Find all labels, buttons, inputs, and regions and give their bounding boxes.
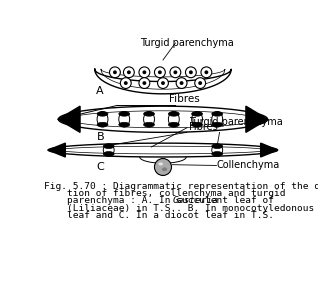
Text: parenchyma : A. In succulent leaf of: parenchyma : A. In succulent leaf of (44, 196, 280, 205)
Text: tion of fibres, collenchyma and turgid: tion of fibres, collenchyma and turgid (44, 189, 285, 198)
Circle shape (123, 67, 134, 78)
Text: leaf and C. In a diocot leaf in T.S.: leaf and C. In a diocot leaf in T.S. (44, 211, 273, 220)
Ellipse shape (212, 111, 223, 116)
Ellipse shape (144, 122, 155, 127)
Circle shape (157, 78, 169, 88)
Ellipse shape (119, 111, 130, 127)
Text: B: B (96, 132, 104, 142)
Circle shape (155, 158, 171, 175)
Text: Turgid parenchyma: Turgid parenchyma (140, 38, 234, 48)
Ellipse shape (119, 122, 130, 127)
Circle shape (176, 78, 187, 88)
Circle shape (195, 78, 206, 88)
Circle shape (161, 81, 165, 85)
Polygon shape (261, 143, 278, 157)
Circle shape (170, 67, 181, 78)
Circle shape (180, 81, 183, 85)
Ellipse shape (103, 144, 114, 156)
Text: Fig. 5.70 : Diagrammatic representation of the distribu-: Fig. 5.70 : Diagrammatic representation … (44, 182, 318, 191)
Polygon shape (58, 106, 80, 132)
Text: C: C (96, 162, 104, 173)
Circle shape (124, 81, 128, 85)
Circle shape (127, 70, 131, 74)
Text: Collenchyma: Collenchyma (217, 160, 280, 170)
Circle shape (201, 67, 212, 78)
Circle shape (142, 70, 146, 74)
Text: Turgid parenchyma: Turgid parenchyma (189, 117, 282, 127)
Ellipse shape (158, 162, 163, 166)
Ellipse shape (192, 111, 203, 127)
Circle shape (120, 78, 131, 88)
Ellipse shape (212, 122, 223, 127)
Polygon shape (58, 106, 268, 132)
Circle shape (198, 81, 202, 85)
Ellipse shape (162, 167, 167, 171)
Ellipse shape (169, 111, 179, 116)
Ellipse shape (212, 144, 223, 156)
Ellipse shape (103, 144, 114, 149)
Polygon shape (48, 143, 278, 157)
Polygon shape (246, 106, 268, 132)
Ellipse shape (119, 111, 130, 116)
Ellipse shape (144, 111, 155, 127)
Circle shape (113, 70, 117, 74)
Ellipse shape (212, 144, 223, 149)
Ellipse shape (97, 111, 108, 127)
Circle shape (139, 78, 150, 88)
Polygon shape (48, 143, 65, 157)
Ellipse shape (192, 111, 203, 116)
Ellipse shape (103, 151, 114, 156)
Ellipse shape (144, 111, 155, 116)
Text: (Liliaceae) in T.S.. B. In monocotyledonous: (Liliaceae) in T.S.. B. In monocotyledon… (44, 204, 314, 213)
Ellipse shape (212, 111, 223, 127)
Ellipse shape (192, 122, 203, 127)
Polygon shape (95, 69, 231, 94)
Circle shape (109, 67, 120, 78)
Ellipse shape (212, 151, 223, 156)
Ellipse shape (97, 111, 108, 116)
Circle shape (185, 67, 196, 78)
Circle shape (142, 81, 146, 85)
Text: Gasteria: Gasteria (172, 196, 218, 205)
Circle shape (158, 70, 162, 74)
Text: A: A (96, 86, 104, 96)
Circle shape (139, 67, 150, 78)
Text: Fibres: Fibres (189, 122, 217, 132)
Text: Fibres: Fibres (169, 94, 199, 104)
Circle shape (173, 70, 177, 74)
Ellipse shape (97, 122, 108, 127)
Ellipse shape (169, 122, 179, 127)
Circle shape (189, 70, 193, 74)
Circle shape (204, 70, 208, 74)
Circle shape (155, 67, 165, 78)
Ellipse shape (169, 111, 179, 127)
